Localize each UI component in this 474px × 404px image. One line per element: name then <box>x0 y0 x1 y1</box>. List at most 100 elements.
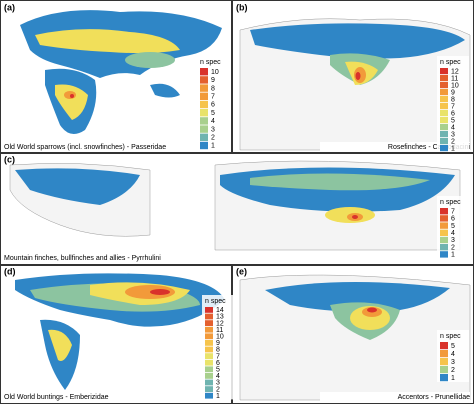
legend-label: 4 <box>211 118 215 125</box>
legend-label: 2 <box>451 367 455 374</box>
legend-label: 4 <box>451 351 455 358</box>
legend-swatch <box>440 342 448 350</box>
legend-label: 4 <box>451 230 455 237</box>
legend-label: 5 <box>216 367 220 374</box>
legend-label: 2 <box>451 244 455 251</box>
legend-label: 2 <box>216 386 220 393</box>
legend-label: 13 <box>216 314 224 321</box>
map-d <box>15 273 225 390</box>
legend-label: 5 <box>211 110 215 117</box>
legend-title: n spec <box>440 199 461 206</box>
legend-swatch <box>205 373 213 379</box>
legend-label: 3 <box>211 126 215 133</box>
legend-title: n spec <box>200 59 221 66</box>
legend-swatch <box>440 75 448 82</box>
legend-swatch <box>440 110 448 117</box>
map-e <box>239 274 471 401</box>
caption-bg <box>320 392 470 402</box>
legend-label: 6 <box>216 360 220 367</box>
legend-swatch <box>205 340 213 346</box>
panel-caption: Old World sparrows (incl. snowfinches) -… <box>4 144 166 151</box>
legend-swatch <box>200 141 208 150</box>
legend-swatch <box>205 313 213 320</box>
panel-caption: Mountain finches, bullfinches and allies… <box>4 255 161 262</box>
panel-label: (c) <box>4 154 15 164</box>
legend-label: 5 <box>451 343 455 350</box>
legend-label: 7 <box>451 208 455 215</box>
legend-swatch <box>205 392 213 399</box>
legend-label: 10 <box>216 334 224 341</box>
caption-bg <box>2 253 152 263</box>
caption-bg <box>2 142 152 152</box>
legend-label: 5 <box>451 223 455 230</box>
legend-swatch <box>200 125 208 133</box>
legend-label: 7 <box>451 103 455 110</box>
caption-bg <box>2 392 152 402</box>
legend-label: 7 <box>216 353 220 360</box>
map-b <box>239 18 471 151</box>
legend-swatch <box>200 117 208 125</box>
legend-label: 14 <box>216 307 224 314</box>
legend-label: 1 <box>216 393 220 400</box>
legend-label: 1 <box>451 252 455 259</box>
map-c <box>9 160 461 251</box>
legend-swatch <box>440 236 448 244</box>
legend-swatch <box>200 92 208 100</box>
legend-label: 2 <box>211 135 215 142</box>
legend-label: 5 <box>451 117 455 124</box>
legend-swatch <box>440 222 448 229</box>
legend-title: n spec <box>440 333 461 340</box>
legend-label: 10 <box>451 82 459 89</box>
legend-swatch <box>205 353 213 359</box>
map-a <box>20 10 222 134</box>
legend-label: 6 <box>451 216 455 223</box>
legend-swatch <box>440 89 448 96</box>
legend-swatch <box>440 251 448 258</box>
legend-swatch <box>200 133 208 141</box>
legend-swatch <box>205 326 213 333</box>
legend-swatch <box>440 366 448 374</box>
legend-label: 1 <box>211 143 215 150</box>
legend-swatch <box>440 208 448 215</box>
legend-swatch <box>205 359 213 366</box>
legend-swatch <box>440 117 448 124</box>
legend-swatch <box>440 244 448 251</box>
legend-swatch <box>440 96 448 103</box>
legend-swatch <box>440 103 448 110</box>
legend-title: n spec <box>440 59 461 66</box>
legend-label: 8 <box>216 347 220 354</box>
legend-label: 3 <box>451 359 455 366</box>
caption-bg <box>320 142 470 152</box>
legend-label: 1 <box>451 375 455 382</box>
legend-swatch <box>440 131 448 138</box>
legend-swatch <box>205 346 213 353</box>
legend-swatch <box>200 76 208 84</box>
legend-label: 8 <box>211 85 215 92</box>
legend-label: 10 <box>211 69 219 76</box>
legend-swatch <box>440 229 448 236</box>
legend-label: 2 <box>451 138 455 145</box>
legend-label: 11 <box>216 327 223 334</box>
legend-swatch <box>440 138 448 145</box>
legend-label: 8 <box>451 96 455 103</box>
legend-label: 6 <box>211 102 215 109</box>
legend-swatch <box>205 320 213 326</box>
legend-label: 9 <box>451 89 455 96</box>
panel-label: (e) <box>236 266 247 276</box>
legend-swatch <box>440 68 448 75</box>
legend-label: 3 <box>451 237 455 244</box>
panel-caption: Old World buntings - Emberizidae <box>4 394 109 401</box>
legend-title: n spec <box>205 298 226 305</box>
legend-swatch <box>440 124 448 131</box>
legend-label: 12 <box>216 320 224 327</box>
panel-caption: Accentors - Prunellidae <box>398 394 470 401</box>
legend-swatch <box>205 333 213 340</box>
panel-label: (d) <box>4 266 16 276</box>
legend-label: 9 <box>216 340 220 347</box>
legend-swatch <box>205 386 213 392</box>
legend-swatch <box>200 109 208 117</box>
legend-swatch <box>200 100 208 109</box>
legend-swatch <box>205 307 213 313</box>
legend-label: 7 <box>211 94 215 101</box>
